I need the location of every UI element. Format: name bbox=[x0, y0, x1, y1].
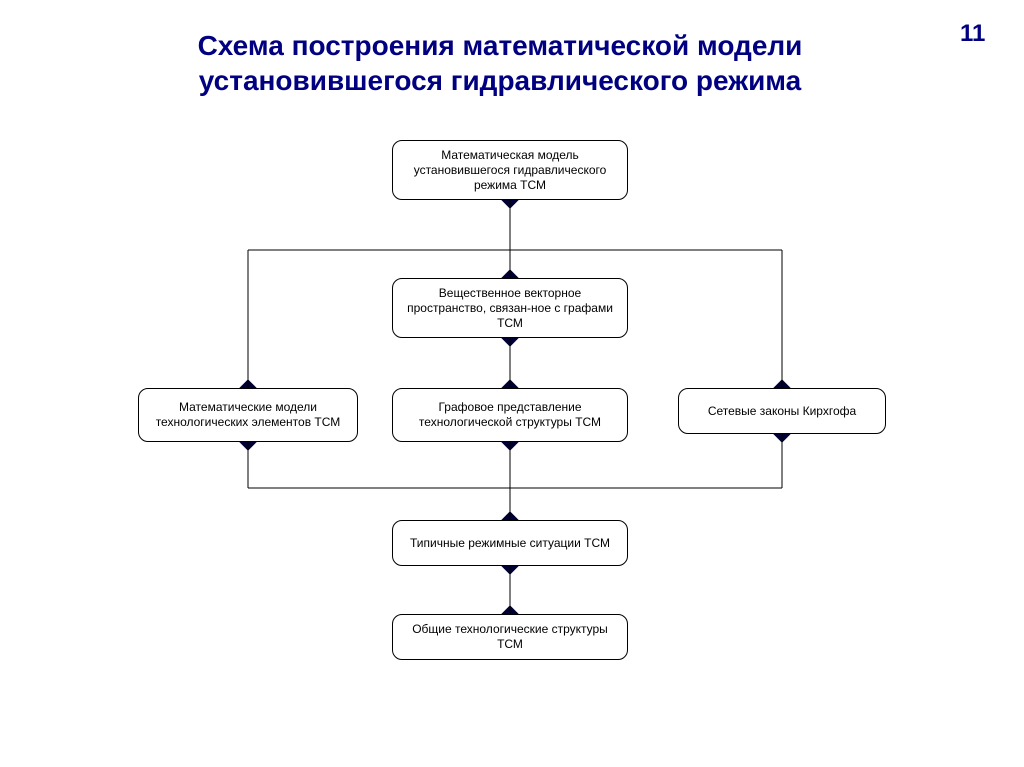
flowchart-node: Графовое представление технологической с… bbox=[392, 388, 628, 442]
flowchart-node: Математическая модель установившегося ги… bbox=[392, 140, 628, 200]
flowchart-node: Типичные режимные ситуации ТСМ bbox=[392, 520, 628, 566]
flowchart-node: Математические модели технологических эл… bbox=[138, 388, 358, 442]
flowchart-node: Вещественное векторное пространство, свя… bbox=[392, 278, 628, 338]
flowchart-diagram: Математическая модель установившегося ги… bbox=[0, 0, 1024, 767]
flowchart-node: Общие технологические структуры ТСМ bbox=[392, 614, 628, 660]
flowchart-node: Сетевые законы Кирхгофа bbox=[678, 388, 886, 434]
